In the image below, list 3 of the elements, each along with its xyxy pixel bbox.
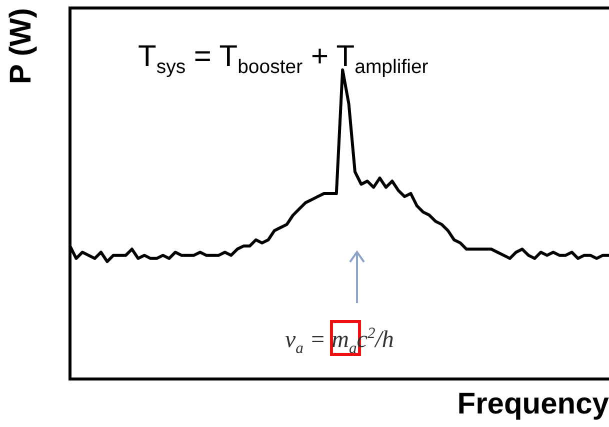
y-axis-title: P (W) [4,8,38,84]
x-axis-title: Frequency [457,387,609,420]
annotation: T$_{sys}$ = T$_{booster}$ + T$_{amplifier}$ [138,40,428,79]
